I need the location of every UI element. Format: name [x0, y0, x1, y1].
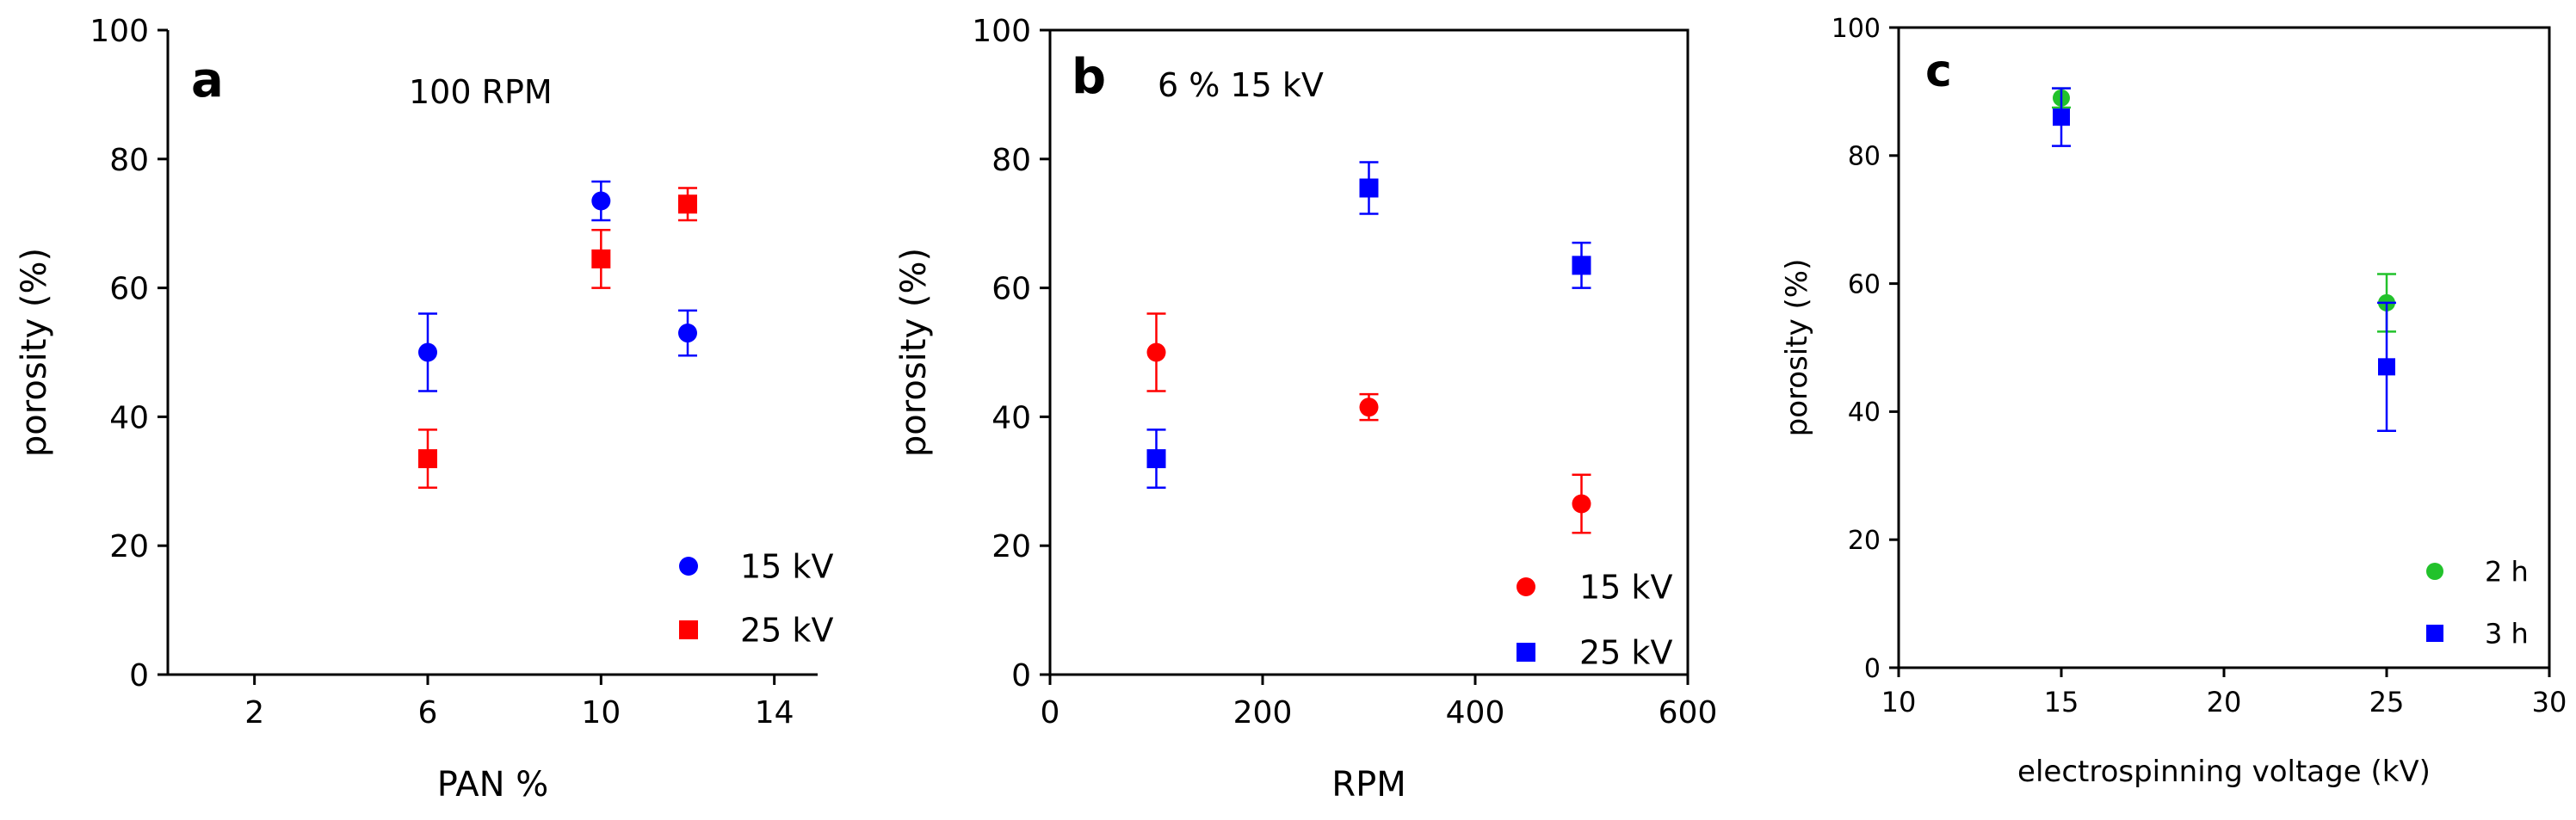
y-tick-label: 40: [991, 400, 1031, 435]
y-tick-label: 0: [1864, 654, 1881, 684]
chart-panel-a: 0 20 40 60 80 100 2 6 10 14 porosity (%) PAN % a 100 …: [15, 14, 833, 805]
y-tick-label: 20: [991, 529, 1031, 564]
data-point: [418, 449, 437, 469]
legend-label: 2 h: [2485, 556, 2529, 589]
data-point: [1146, 342, 1166, 362]
series-25-kV: [1146, 161, 1591, 490]
x-tick-label: 2: [244, 695, 264, 731]
data-point: [591, 191, 611, 211]
y-tick-label: 80: [109, 143, 149, 178]
x-tick-label: 10: [1881, 686, 1917, 718]
data-point: [1572, 256, 1591, 275]
legend-marker: [679, 620, 698, 639]
y-tick-label: 0: [129, 658, 149, 694]
y-tick-label: 100: [90, 14, 149, 49]
y-tick-label: 100: [1832, 14, 1881, 44]
series-3-h: [2052, 87, 2396, 432]
legend-label: 15 kV: [740, 548, 833, 586]
legend-marker: [679, 557, 698, 576]
y-axis-title: porosity (%): [1780, 259, 1814, 437]
legend-marker: [1517, 643, 1535, 662]
y-axis-title: porosity (%): [15, 248, 54, 457]
legend: 15 kV 25 kV: [679, 548, 833, 650]
panel-label: a: [191, 52, 224, 108]
series-15-kV: [1146, 312, 1591, 534]
y-tick-label: 0: [1011, 658, 1031, 694]
legend-marker: [2426, 563, 2443, 580]
panel-annotation: 6 % 15 kV: [1158, 66, 1324, 104]
x-axis-title: electrospinning voltage (kV): [2017, 755, 2431, 789]
legend-marker: [2426, 625, 2443, 642]
legend-label: 25 kV: [1579, 634, 1672, 672]
series-25-kV: [418, 187, 697, 490]
y-tick-label: 100: [972, 14, 1031, 49]
series-2-h: [2052, 87, 2396, 333]
y-tick-label: 80: [991, 143, 1031, 178]
panel-label: b: [1072, 49, 1106, 105]
x-tick-label: 14: [755, 695, 794, 731]
x-tick-label: 25: [2369, 686, 2405, 718]
y-tick-label: 60: [991, 272, 1031, 307]
legend-label: 25 kV: [740, 612, 833, 650]
panel-annotation: 100 RPM: [409, 73, 553, 111]
data-point: [1359, 178, 1379, 198]
panel-label: c: [1925, 46, 1952, 97]
legend-marker: [1517, 577, 1535, 596]
chart-panel-b: 0 20 40 60 80 100 0 200 400 600 porosity (%) RPM b 6 …: [894, 14, 1717, 805]
chart-panel-c: 0 20 40 60 80 100 10 15 20 25 30 porosity (%) electr…: [1780, 14, 2567, 789]
data-point: [591, 249, 611, 268]
legend-label: 15 kV: [1579, 569, 1672, 607]
x-tick-label: 400: [1446, 695, 1505, 731]
x-axis-title: PAN %: [437, 765, 549, 805]
y-tick-label: 20: [1848, 526, 1881, 556]
x-tick-label: 6: [418, 695, 438, 731]
x-tick-label: 200: [1233, 695, 1293, 731]
legend: 15 kV 25 kV: [1517, 569, 1672, 672]
data-point: [418, 342, 437, 362]
plot-frame: [1897, 26, 2551, 669]
x-tick-label: 20: [2207, 686, 2242, 718]
x-tick-label: 15: [2044, 686, 2079, 718]
y-tick-label: 60: [1848, 269, 1881, 299]
x-tick-label: 600: [1659, 695, 1718, 731]
y-tick-label: 60: [109, 272, 149, 307]
x-tick-label: 10: [581, 695, 621, 731]
x-tick-label: 0: [1041, 695, 1060, 731]
data-point: [678, 324, 697, 343]
y-tick-label: 40: [1848, 398, 1881, 428]
x-tick-label: 30: [2532, 686, 2567, 718]
x-axis-title: RPM: [1331, 765, 1405, 805]
data-point: [1359, 398, 1379, 417]
y-tick-label: 20: [109, 529, 149, 564]
legend: 2 h 3 h: [2426, 556, 2529, 650]
y-tick-label: 40: [109, 400, 149, 435]
y-axis-title: porosity (%): [894, 248, 934, 457]
series-15-kV: [418, 180, 697, 392]
data-point: [2378, 358, 2395, 376]
plot-frame: [1048, 28, 1690, 676]
legend-label: 3 h: [2485, 618, 2529, 650]
data-point: [678, 194, 697, 214]
y-tick-label: 80: [1848, 142, 1881, 172]
data-point: [1146, 449, 1166, 469]
data-point: [1572, 494, 1591, 514]
data-point: [2053, 108, 2070, 126]
